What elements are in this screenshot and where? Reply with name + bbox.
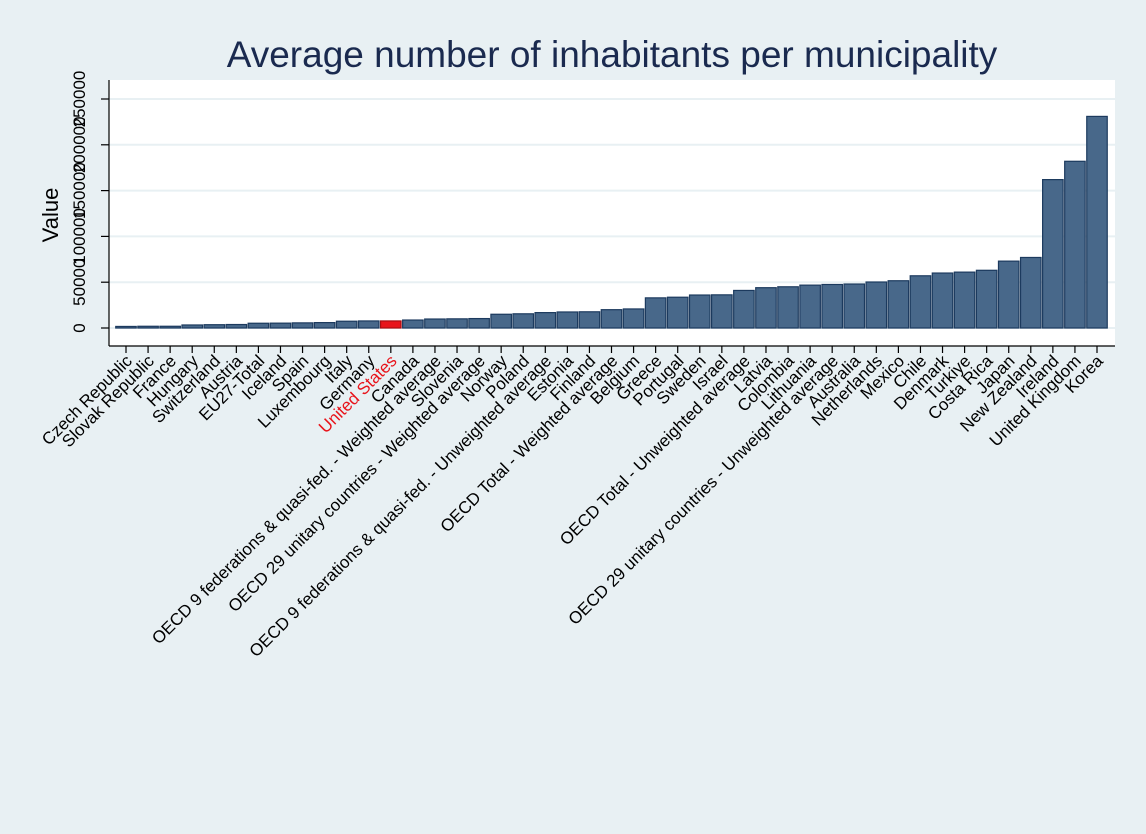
- bar-italy: [335, 320, 358, 329]
- bar-iceland: [269, 322, 292, 329]
- bar-united-kingdom: [1064, 160, 1086, 329]
- bar-oecd-9-federations-quasi-fed-weighted-average: [424, 318, 446, 329]
- bar-poland: [512, 313, 535, 329]
- bar-estonia: [556, 311, 579, 329]
- bar-austria: [225, 323, 248, 329]
- bar-belgium: [622, 308, 645, 329]
- bar-sweden: [688, 294, 711, 329]
- y-tick-label: 200000: [70, 116, 89, 173]
- bar-lithuania: [799, 284, 821, 329]
- y-axis-label: Value: [38, 188, 63, 243]
- bar-japan: [997, 260, 1020, 329]
- bar-finland: [578, 311, 601, 329]
- bar-oecd-9-federations-quasi-fed-unweighted-average: [534, 312, 557, 329]
- bar-eu27-total: [247, 322, 270, 329]
- bar-oecd-29-unitary-countries-weighted-average: [468, 317, 490, 329]
- bar-switzerland: [203, 324, 226, 329]
- bar-mexico: [887, 280, 910, 329]
- bar-costa-rica: [975, 269, 998, 329]
- y-tick-label: 250000: [70, 71, 89, 128]
- bar-oecd-total-unweighted-average: [733, 289, 755, 329]
- bar-hungary: [181, 324, 204, 329]
- chart-title: Average number of inhabitants per munici…: [227, 34, 998, 75]
- y-tick-label: 0: [70, 323, 89, 332]
- bar-chile: [909, 275, 932, 329]
- bars: [115, 115, 1108, 329]
- bar-norway: [490, 313, 513, 329]
- bar-oecd-total-weighted-average: [600, 309, 623, 329]
- bar-australia: [843, 283, 866, 329]
- bar-czech-republic: [115, 325, 137, 329]
- bar-portugal: [666, 296, 689, 329]
- y-tick-label: 150000: [70, 162, 89, 219]
- bar-latvia: [755, 287, 777, 329]
- bar-denmark: [931, 272, 954, 329]
- bar-netherlands: [865, 281, 888, 329]
- y-tick-label: 50000: [70, 259, 89, 306]
- bar-colombia: [777, 286, 799, 329]
- bar-germany: [357, 320, 380, 329]
- bar-spain: [291, 322, 314, 329]
- y-tick-label: 100000: [70, 208, 89, 265]
- bar-luxembourg: [313, 321, 336, 329]
- bar-ireland: [1042, 179, 1064, 329]
- bar-oecd-29-unitary-countries-unweighted-average: [821, 283, 844, 329]
- bar-france: [159, 325, 181, 329]
- bar-korea: [1086, 115, 1108, 329]
- bar-israel: [710, 294, 733, 329]
- bar-united-states: [379, 320, 402, 329]
- bar-turkiye: [953, 271, 976, 329]
- bar-slovak-republic: [137, 325, 159, 329]
- bar-canada: [402, 319, 424, 329]
- bar-slovenia: [446, 318, 468, 329]
- bar-greece: [644, 297, 667, 329]
- bar-new-zealand: [1019, 256, 1042, 329]
